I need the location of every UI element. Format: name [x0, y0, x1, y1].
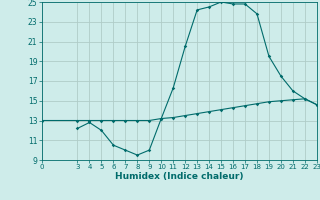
X-axis label: Humidex (Indice chaleur): Humidex (Indice chaleur) [115, 172, 244, 181]
